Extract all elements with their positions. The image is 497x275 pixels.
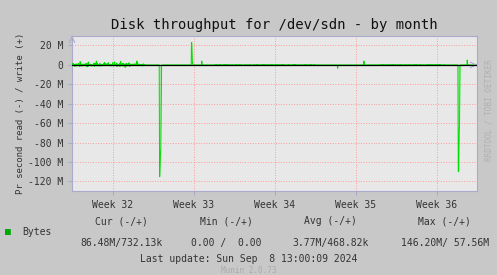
Text: 3.77M/468.82k: 3.77M/468.82k: [292, 238, 369, 248]
Text: Last update: Sun Sep  8 13:00:09 2024: Last update: Sun Sep 8 13:00:09 2024: [140, 254, 357, 264]
Text: Munin 2.0.73: Munin 2.0.73: [221, 266, 276, 275]
Text: Bytes: Bytes: [22, 227, 52, 237]
Title: Disk throughput for /dev/sdn - by month: Disk throughput for /dev/sdn - by month: [111, 18, 438, 32]
Text: 0.00 /  0.00: 0.00 / 0.00: [191, 238, 261, 248]
Text: ■: ■: [5, 227, 11, 237]
Text: Avg (-/+): Avg (-/+): [304, 216, 357, 226]
Text: Cur (-/+): Cur (-/+): [95, 216, 148, 226]
Y-axis label: Pr second read (-) / write (+): Pr second read (-) / write (+): [16, 33, 25, 194]
Text: RRDTOOL / TOBI OETIKER: RRDTOOL / TOBI OETIKER: [485, 59, 494, 161]
Text: 146.20M/ 57.56M: 146.20M/ 57.56M: [401, 238, 489, 248]
Text: Max (-/+): Max (-/+): [418, 216, 471, 226]
Text: Min (-/+): Min (-/+): [200, 216, 252, 226]
Text: 86.48M/732.13k: 86.48M/732.13k: [81, 238, 163, 248]
